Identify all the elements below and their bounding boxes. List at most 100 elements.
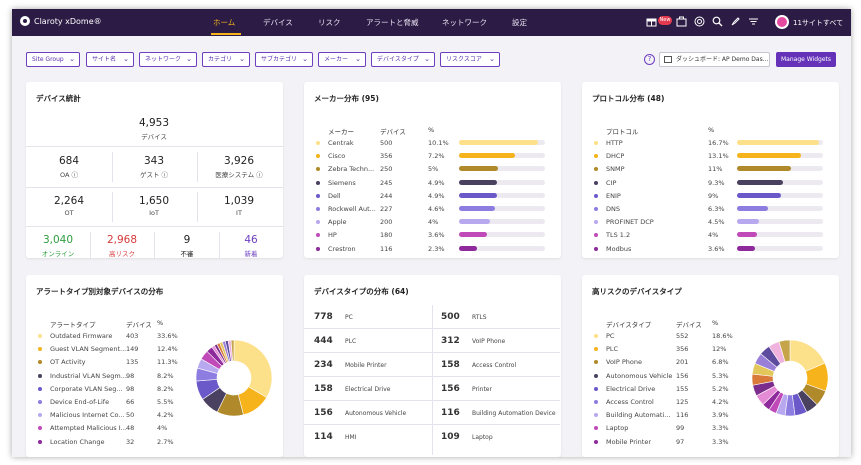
- protocol-row-name[interactable]: CIP: [606, 178, 617, 187]
- protocol-row-name[interactable]: Modbus: [606, 244, 632, 253]
- filter-device-type[interactable]: デバイスタイプ ⌄: [371, 52, 435, 67]
- filter-icon[interactable]: [748, 16, 759, 27]
- alert-row-name[interactable]: Attempted Malicious I...: [50, 424, 127, 433]
- vendor-row-name[interactable]: HP: [328, 231, 337, 240]
- alert-row-name[interactable]: Guest VLAN Segment...: [50, 345, 127, 354]
- col-header-device-type[interactable]: デバイスタイプ: [606, 321, 652, 329]
- alert-donut-chart[interactable]: [194, 338, 274, 418]
- info-icon[interactable]: ⓘ: [161, 171, 169, 179]
- filter-vendor[interactable]: メーカー ⌄: [318, 52, 366, 67]
- protocol-row-name[interactable]: PROFINET DCP: [606, 218, 654, 227]
- device-type-label[interactable]: Laptop: [472, 434, 493, 441]
- device-type-label[interactable]: Autonomous Vehicle: [345, 410, 407, 417]
- total-devices-value[interactable]: 4,953: [138, 117, 170, 129]
- device-type-label[interactable]: Mobile Printer: [345, 362, 387, 369]
- vendor-row-name[interactable]: Siemens: [328, 178, 356, 187]
- col-header-devices[interactable]: デバイス: [380, 128, 406, 136]
- device-type-count[interactable]: 116: [441, 408, 460, 418]
- dashboard-selector[interactable]: ダッシュボード: AP Demo Das...: [659, 52, 770, 67]
- vendor-row-name[interactable]: Rockwell Aut...: [328, 205, 376, 213]
- vendor-row-name[interactable]: Crestron: [328, 244, 356, 253]
- new-value[interactable]: 46: [244, 234, 258, 246]
- vendor-row-name[interactable]: Cisco: [328, 152, 346, 161]
- alert-row-name[interactable]: OT Activity: [50, 358, 86, 367]
- risk-row-name[interactable]: Laptop: [606, 424, 629, 433]
- alert-row-name[interactable]: Location Change: [50, 437, 105, 446]
- device-type-count[interactable]: 500: [441, 312, 460, 322]
- risk-row-name[interactable]: Autonomous Vehicle: [606, 371, 673, 380]
- briefcase-icon[interactable]: [676, 16, 687, 27]
- device-type-count[interactable]: 156: [441, 384, 460, 394]
- nav-settings[interactable]: 設定: [512, 18, 527, 27]
- filter-risk-score[interactable]: リスクスコア ⌄: [440, 52, 500, 67]
- vendor-row-name[interactable]: Zebra Techn...: [328, 165, 375, 174]
- filter-subcategory[interactable]: サブカテゴリ ⌄: [255, 52, 313, 67]
- alert-row-name[interactable]: Outdated Firmware: [50, 332, 113, 340]
- col-header-percent[interactable]: %: [157, 319, 164, 327]
- alert-row-name[interactable]: Industrial VLAN Segm...: [50, 371, 127, 380]
- donut-slice-other[interactable]: [778, 339, 791, 363]
- risk-row-name[interactable]: VoIP Phone: [606, 358, 642, 367]
- nav-alerts-threats[interactable]: アラートと脅威: [366, 18, 419, 27]
- device-type-label[interactable]: HMI: [345, 434, 357, 441]
- col-header-vendor[interactable]: メーカー: [328, 128, 354, 136]
- device-type-count[interactable]: 109: [441, 432, 460, 442]
- help-icon[interactable]: ?: [644, 54, 655, 65]
- high-risk-donut-chart[interactable]: [750, 338, 830, 418]
- device-type-count[interactable]: 444: [314, 336, 333, 346]
- filter-site-group[interactable]: Site Group ⌄: [26, 52, 80, 67]
- alert-row-name[interactable]: Device End-of-Life: [50, 398, 110, 406]
- search-icon[interactable]: [712, 16, 723, 27]
- risk-row-name[interactable]: Electrical Drive: [606, 384, 656, 393]
- col-header-percent[interactable]: %: [708, 126, 715, 134]
- gift-icon[interactable]: [646, 16, 657, 27]
- vendor-row-name[interactable]: Apple: [328, 218, 347, 227]
- brand-logo[interactable]: Claroty xDome®: [20, 16, 102, 26]
- alert-row-name[interactable]: Malicious Internet Co...: [50, 411, 125, 420]
- risk-row-name[interactable]: PLC: [606, 345, 619, 354]
- medical-value[interactable]: 3,926: [223, 155, 255, 167]
- oa-value[interactable]: 684: [58, 155, 80, 167]
- risk-row-name[interactable]: Access Control: [606, 398, 654, 406]
- rocket-icon[interactable]: [730, 16, 741, 27]
- high-risk-value[interactable]: 2,968: [106, 234, 138, 246]
- nav-devices[interactable]: デバイス: [263, 18, 293, 27]
- info-icon[interactable]: ⓘ: [256, 171, 263, 179]
- protocol-row-name[interactable]: TLS 1.2: [606, 231, 631, 240]
- protocol-row-name[interactable]: ENIP: [606, 191, 621, 200]
- device-type-count[interactable]: 778: [314, 312, 333, 322]
- user-avatar[interactable]: [775, 15, 789, 29]
- nav-risk[interactable]: リスク: [318, 18, 341, 27]
- device-type-label[interactable]: Building Automation Device: [472, 410, 556, 417]
- donut-slice-other[interactable]: [230, 339, 235, 362]
- it-value[interactable]: 1,039: [223, 195, 255, 207]
- filter-category[interactable]: カテゴリ ⌄: [202, 52, 250, 67]
- device-type-label[interactable]: Electrical Drive: [345, 386, 391, 393]
- nav-network[interactable]: ネットワーク: [442, 18, 487, 27]
- device-type-count[interactable]: 158: [441, 360, 460, 370]
- col-header-percent[interactable]: %: [428, 126, 435, 134]
- device-type-label[interactable]: PC: [345, 314, 353, 321]
- risk-row-name[interactable]: Building Automati...: [606, 411, 671, 420]
- suspicious-value[interactable]: 9: [183, 234, 191, 246]
- col-header-percent[interactable]: %: [712, 319, 719, 327]
- col-header-devices[interactable]: デバイス: [676, 321, 702, 329]
- device-type-label[interactable]: Printer: [472, 386, 492, 393]
- vendor-row-name[interactable]: Dell: [328, 191, 341, 200]
- protocol-row-name[interactable]: DNS: [606, 205, 620, 213]
- risk-row-name[interactable]: Mobile Printer: [606, 437, 652, 446]
- alert-row-name[interactable]: Corporate VLAN Seg...: [50, 384, 123, 393]
- risk-row-name[interactable]: PC: [606, 332, 615, 340]
- online-value[interactable]: 3,040: [42, 234, 74, 246]
- support-icon[interactable]: [694, 16, 705, 27]
- filter-network[interactable]: ネットワーク ⌄: [139, 52, 197, 67]
- col-header-alert-type[interactable]: アラートタイプ: [50, 321, 96, 329]
- device-type-count[interactable]: 114: [314, 432, 333, 442]
- device-type-label[interactable]: RTLS: [472, 314, 487, 321]
- device-type-count[interactable]: 312: [441, 336, 460, 346]
- info-icon[interactable]: ⓘ: [71, 171, 79, 179]
- device-type-label[interactable]: PLC: [345, 338, 357, 345]
- donut-slice[interactable]: [233, 339, 273, 398]
- vendor-row-name[interactable]: Centrak: [328, 139, 354, 147]
- nav-home[interactable]: ホーム: [213, 18, 236, 27]
